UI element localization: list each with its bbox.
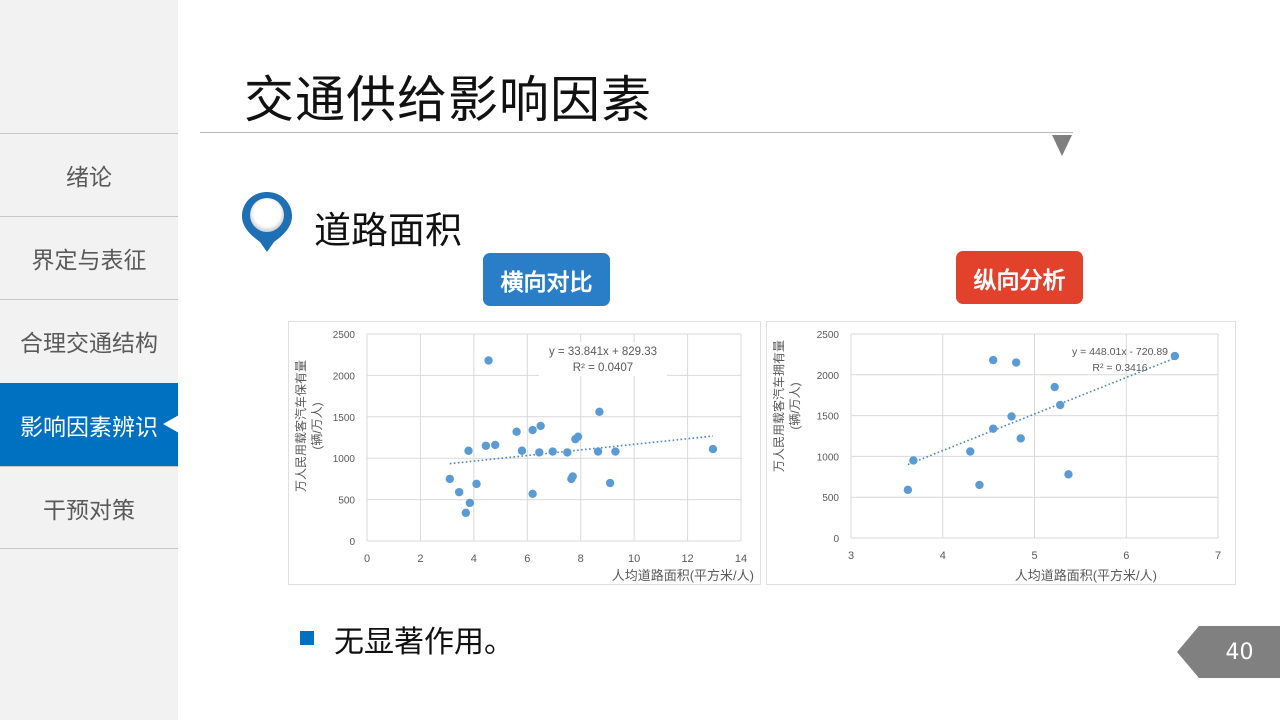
svg-text:6: 6	[524, 553, 530, 565]
svg-text:人均道路面积(平方米/人): 人均道路面积(平方米/人)	[612, 568, 754, 583]
active-pointer-icon	[163, 415, 179, 433]
svg-text:1500: 1500	[333, 413, 356, 424]
svg-text:14: 14	[735, 553, 747, 565]
svg-text:10: 10	[628, 553, 640, 565]
page-number-badge: 40	[1177, 626, 1280, 678]
button-label: 横向对比	[500, 269, 593, 296]
scatter-chart-vertical: 3 4 5 6 7 0 500 1000 1500 2000 2500 y = 448.01x - 7…	[766, 321, 1236, 585]
sidebar-item-structure[interactable]: 合理交通结构	[0, 299, 178, 382]
svg-text:(辆/万人): (辆/万人)	[788, 382, 802, 429]
svg-text:2500: 2500	[333, 330, 356, 341]
svg-text:万人民用载客汽车拥有量: 万人民用载客汽车拥有量	[771, 340, 786, 472]
svg-text:1500: 1500	[817, 412, 840, 423]
svg-text:1000: 1000	[333, 454, 356, 465]
svg-text:4: 4	[940, 550, 946, 562]
svg-text:1000: 1000	[817, 452, 840, 463]
svg-text:5: 5	[1031, 550, 1037, 562]
svg-text:2: 2	[417, 553, 423, 565]
sidebar-item-label: 影响因素辨识	[20, 415, 158, 441]
divider	[0, 548, 178, 549]
svg-text:万人民用载客汽车保有量: 万人民用载客汽车保有量	[293, 360, 308, 492]
sidebar-item-definition[interactable]: 界定与表征	[0, 216, 178, 299]
svg-text:2000: 2000	[817, 371, 840, 382]
svg-text:2000: 2000	[333, 371, 356, 382]
svg-text:2500: 2500	[817, 330, 840, 341]
sidebar-item-label: 绪论	[66, 165, 112, 191]
sidebar-item-label: 合理交通结构	[20, 331, 158, 357]
svg-text:y = 33.841x + 829.33: y = 33.841x + 829.33	[549, 346, 657, 358]
button-label: 纵向分析	[973, 267, 1066, 294]
sidebar-item-intro[interactable]: 绪论	[0, 133, 178, 216]
svg-text:0: 0	[833, 534, 839, 545]
horizontal-comparison-button[interactable]: 横向对比	[483, 253, 610, 306]
svg-text:4: 4	[471, 553, 477, 565]
svg-text:12: 12	[681, 553, 693, 565]
svg-text:0: 0	[364, 553, 370, 565]
sidebar-item-factors[interactable]: 影响因素辨识	[0, 383, 178, 466]
page-number: 40	[1225, 639, 1254, 665]
badge-shape	[1177, 626, 1280, 678]
svg-text:3: 3	[848, 550, 854, 562]
svg-text:500: 500	[338, 496, 355, 507]
sidebar: 绪论 界定与表征 合理交通结构 影响因素辨识 干预对策	[0, 0, 178, 720]
sidebar-item-countermeasures[interactable]: 干预对策	[0, 466, 178, 549]
svg-text:R² = 0.3416: R² = 0.3416	[1092, 362, 1147, 374]
svg-text:y = 448.01x - 720.89: y = 448.01x - 720.89	[1072, 346, 1168, 358]
map-pin-icon	[242, 192, 292, 252]
svg-text:(辆/万人): (辆/万人)	[310, 402, 324, 449]
svg-text:8: 8	[578, 553, 584, 565]
square-bullet-icon	[300, 631, 314, 645]
svg-text:7: 7	[1215, 550, 1221, 562]
chart-plot: 0 2 4 6 8 10 12 14 0 500 1000 1500 2000 2500 y = 33.84…	[293, 330, 754, 583]
svg-text:500: 500	[822, 493, 839, 504]
title-divider	[200, 132, 1073, 133]
svg-text:人均道路面积(平方米/人): 人均道路面积(平方米/人)	[1015, 568, 1157, 583]
sidebar-item-label: 界定与表征	[31, 248, 147, 274]
page-title: 交通供给影响因素	[244, 71, 652, 129]
chart-plot: 3 4 5 6 7 0 500 1000 1500 2000 2500 y = 448.01x - 7…	[771, 330, 1221, 583]
svg-text:0: 0	[349, 537, 355, 548]
vertical-analysis-button[interactable]: 纵向分析	[956, 251, 1083, 304]
sidebar-item-label: 干预对策	[43, 498, 135, 524]
triangle-down-icon	[1052, 135, 1072, 156]
scatter-chart-horizontal: 0 2 4 6 8 10 12 14 0 500 1000 1500 2000 2500 y = 33.84…	[288, 321, 761, 585]
section-subtitle: 道路面积	[314, 209, 462, 252]
svg-text:R² = 0.0407: R² = 0.0407	[573, 362, 633, 374]
conclusion-text: 无显著作用。	[334, 625, 514, 660]
svg-text:6: 6	[1123, 550, 1129, 562]
